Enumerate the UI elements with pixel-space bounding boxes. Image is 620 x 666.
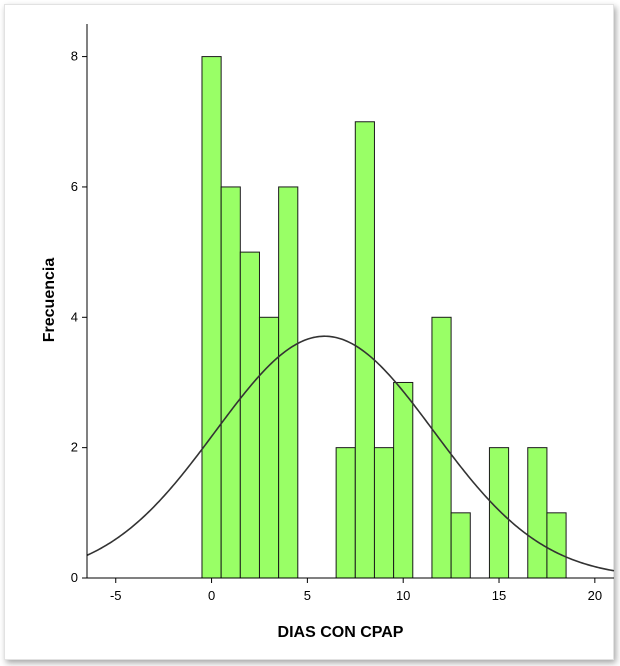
- x-tick-label: 0: [208, 588, 215, 603]
- y-tick-label: 4: [71, 309, 78, 324]
- histogram-bar: [431, 316, 452, 579]
- chart-frame: [4, 4, 614, 660]
- histogram-bar: [354, 121, 375, 579]
- x-tick-label: 5: [304, 588, 311, 603]
- histogram-bar: [335, 447, 356, 579]
- bars-group: [201, 56, 567, 579]
- x-tick-label: 10: [396, 588, 410, 603]
- x-axis-title: DIAS CON CPAP: [278, 624, 404, 641]
- histogram-bar: [201, 56, 222, 579]
- y-tick-label: 8: [71, 49, 78, 64]
- y-tick-label: 6: [71, 179, 78, 194]
- histogram-bar: [450, 512, 471, 579]
- normal-curve: [86, 335, 615, 572]
- x-tick-label: 15: [492, 588, 506, 603]
- histogram-bar: [488, 447, 510, 579]
- histogram-bar: [258, 316, 280, 579]
- histogram-bar: [393, 381, 414, 579]
- histogram-bar: [373, 447, 395, 579]
- histogram-bar: [546, 512, 567, 579]
- histogram-bar: [220, 186, 241, 579]
- histogram-bar: [278, 186, 299, 579]
- y-axis-title: Frecuencia: [41, 258, 58, 343]
- histogram-bar: [239, 251, 260, 579]
- x-tick-label: 20: [588, 588, 602, 603]
- y-tick-label: 0: [71, 570, 78, 585]
- x-tick-label: -5: [110, 588, 122, 603]
- histogram-bar: [527, 447, 548, 579]
- axes-group: -5 0 5 10 15 20 0 2 4 6 8: [71, 24, 614, 603]
- y-tick-label: 2: [71, 440, 78, 455]
